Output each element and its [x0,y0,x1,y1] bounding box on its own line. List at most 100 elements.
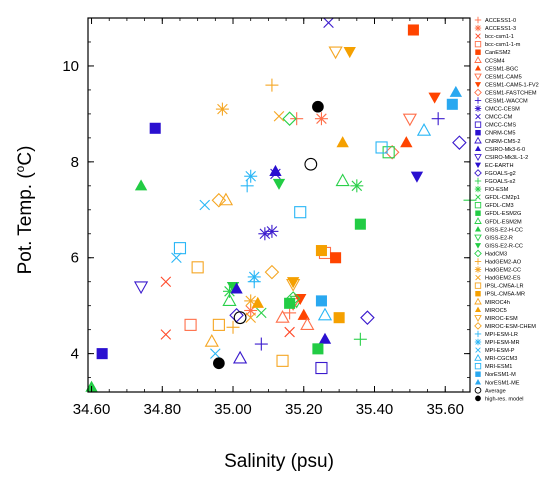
legend-label: GFDL-ESM2M [485,219,522,225]
legend-label: MRI-CGCM3 [485,356,517,362]
data-point-gfdl-cm2p1 [256,307,267,319]
data-point-csiro-mk3-6-0 [269,164,282,176]
data-point-cnrm-cm5 [96,348,108,360]
data-point-miroc-esm-chem [264,264,280,280]
data-point-cesm1-bgc [297,308,310,320]
legend-marker-hadcm3 [474,249,482,258]
plot-frame [87,17,471,393]
legend-label: CESM1-BGC [485,66,518,72]
legend-label: CMCC-CMS [485,123,516,129]
legend-label: CCSM4 [485,58,505,64]
data-point-cmcc-cesm [265,224,279,238]
data-point-noresm1-m [446,98,458,110]
legend-item-hadgem2-cc: HadGEM2-CC [474,266,521,274]
data-point-csiro-mk3-6-0 [230,282,243,294]
legend-label: FGOALS-s2 [485,179,515,185]
y-tick-label: 8 [71,154,79,171]
legend-marker-mpi-esm-lr [474,330,482,338]
data-point-fgoals-g2 [452,135,467,150]
legend-marker-ipsl-cm5a-mr [475,290,481,297]
legend-marker-gfdl-esm2m [474,217,482,224]
legend-marker-access1-3 [474,24,482,32]
data-point-hadcm3 [282,111,297,126]
data-point-ipsl-cm5a-lr [191,261,204,274]
legend-label: GISS-E2-R-CC [485,243,523,249]
data-point-noresm1-m [315,295,327,307]
data-point-mpi-esm-p [199,199,210,211]
data-point-mpi-esm-mr [247,270,261,284]
legend-item-csiro-mk3l-1-2: CSIRO-Mk3L-1-2 [474,154,528,161]
legend-item-mri-esm1: MRI-ESM1 [474,362,512,370]
data-point-gfdl-cm3 [382,146,395,159]
x-axis-ticks: 34.60 34.80 35.00 35.20 35.40 35.60 [73,18,464,418]
y-axis-title-degree: o [13,165,27,172]
data-point-miroc5 [251,296,264,308]
legend-label: IPSL-CM5A-LR [485,284,524,290]
legend-item-giss-e2-r-cc: GISS-E2-R-CC [474,243,523,249]
data-point-miroc5 [336,136,349,148]
legend-label: CNRM-CM5-2 [485,139,520,145]
data-point-miroc4h [204,334,219,347]
data-point-cnrm-cm5 [149,122,161,134]
data-point-bcc-csm1-1 [160,276,172,287]
legend-marker-mri-esm1 [474,362,482,370]
data-point-ec-earth [410,171,424,183]
legend-marker-giss-e2-r-cc [474,243,482,249]
legend-marker-hadgem2-cc [474,266,482,273]
data-point-fio-esm [350,179,364,193]
data-point-noresm1-me [449,85,463,97]
legend-label: CESM1-CAM5-1-FV2 [485,82,539,88]
legend-label: HadGEM2-CC [485,268,521,274]
legend-marker-cmcc-cms [474,121,482,128]
legend-marker-high-res-model [475,395,481,402]
legend-item-miroc-esm: MIROC-ESM [474,315,518,322]
legend-item-canesm2: CanESM2 [475,49,511,56]
legend-item-ipsl-cm5a-mr: IPSL-CM5A-MR [475,290,525,298]
legend-label: HadGEM2-AO [485,260,522,266]
legend-label: bcc-csm1-1 [485,34,514,40]
legend-item-cmcc-cesm: CMCC-CESM [474,105,520,113]
legend-item-mri-cgcm3: MRI-CGCM3 [474,353,517,362]
legend-label: ACCESS1-3 [485,26,516,32]
legend-item-ccsm4: CCSM4 [474,56,505,64]
legend-label: MIROC-ESM [485,316,518,322]
y-axis-ticks: 4 6 8 10 [62,17,470,379]
legend-label: bcc-csm1-1-m [485,42,521,48]
data-point-high-res-model [312,100,324,113]
legend-item-bcc-csm1-1: bcc-csm1-1 [475,33,514,40]
legend-marker-cmcc-cesm [474,105,482,112]
data-point-cesm1-fastchem [384,144,400,160]
legend-label: ACCESS1-0 [485,18,516,24]
data-point-average [233,311,247,325]
data-point-cesm1-cam5-1-fv2 [428,92,441,104]
data-point-hadgem2-ao [265,78,279,92]
legend-marker-fio-esm [474,185,482,193]
data-point-gfdl-esm2g [354,218,366,230]
legend-marker-cnrm-cm5-2 [474,136,482,144]
data-point-mpi-esm-p [210,348,221,359]
legend-marker-csiro-mk3l-1-2 [474,154,482,161]
legend-item-gfdl-cm2p1: GFDL-CM2p1 [475,194,520,201]
legend-label: IPSL-CM5A-MR [485,292,525,298]
legend-label: CSIRO-Mk3L-1-2 [485,155,528,161]
data-point-giss-e2-h-cc [134,179,148,191]
legend-item-cesm1-fastchem: CESM1-FASTCHEM [474,88,537,96]
legend-label: MPI-ESM-LR [485,332,518,338]
legend-marker-miroc5 [474,306,482,313]
legend-item-ipsl-cm5a-lr: IPSL-CM5A-LR [474,282,524,290]
data-point-bcc-csm1-1 [284,326,295,338]
legend-item-noresm1-me: NorESM1-ME [474,379,520,386]
data-point-ipsl-cm5a-lr [212,318,225,331]
y-tick-label: 4 [71,346,79,363]
legend-marker-cesm1-waccm [474,97,482,104]
legend-item-cmcc-cms: CMCC-CMS [474,121,516,129]
legend-item-fgoals-g2: FGOALS-g2 [474,169,516,177]
legend-item-miroc4h: MIROC4h [474,297,510,306]
data-point-ipsl-cm5a-mr [333,312,345,324]
data-point-cnrm-cm5-2 [232,350,248,364]
y-axis-title-main: Pot. Temp. ( [15,172,36,275]
data-point-canesm2 [330,252,342,264]
legend-marker-mpi-esm-mr [474,338,482,346]
data-point-gfdl-esm2g [284,297,296,309]
